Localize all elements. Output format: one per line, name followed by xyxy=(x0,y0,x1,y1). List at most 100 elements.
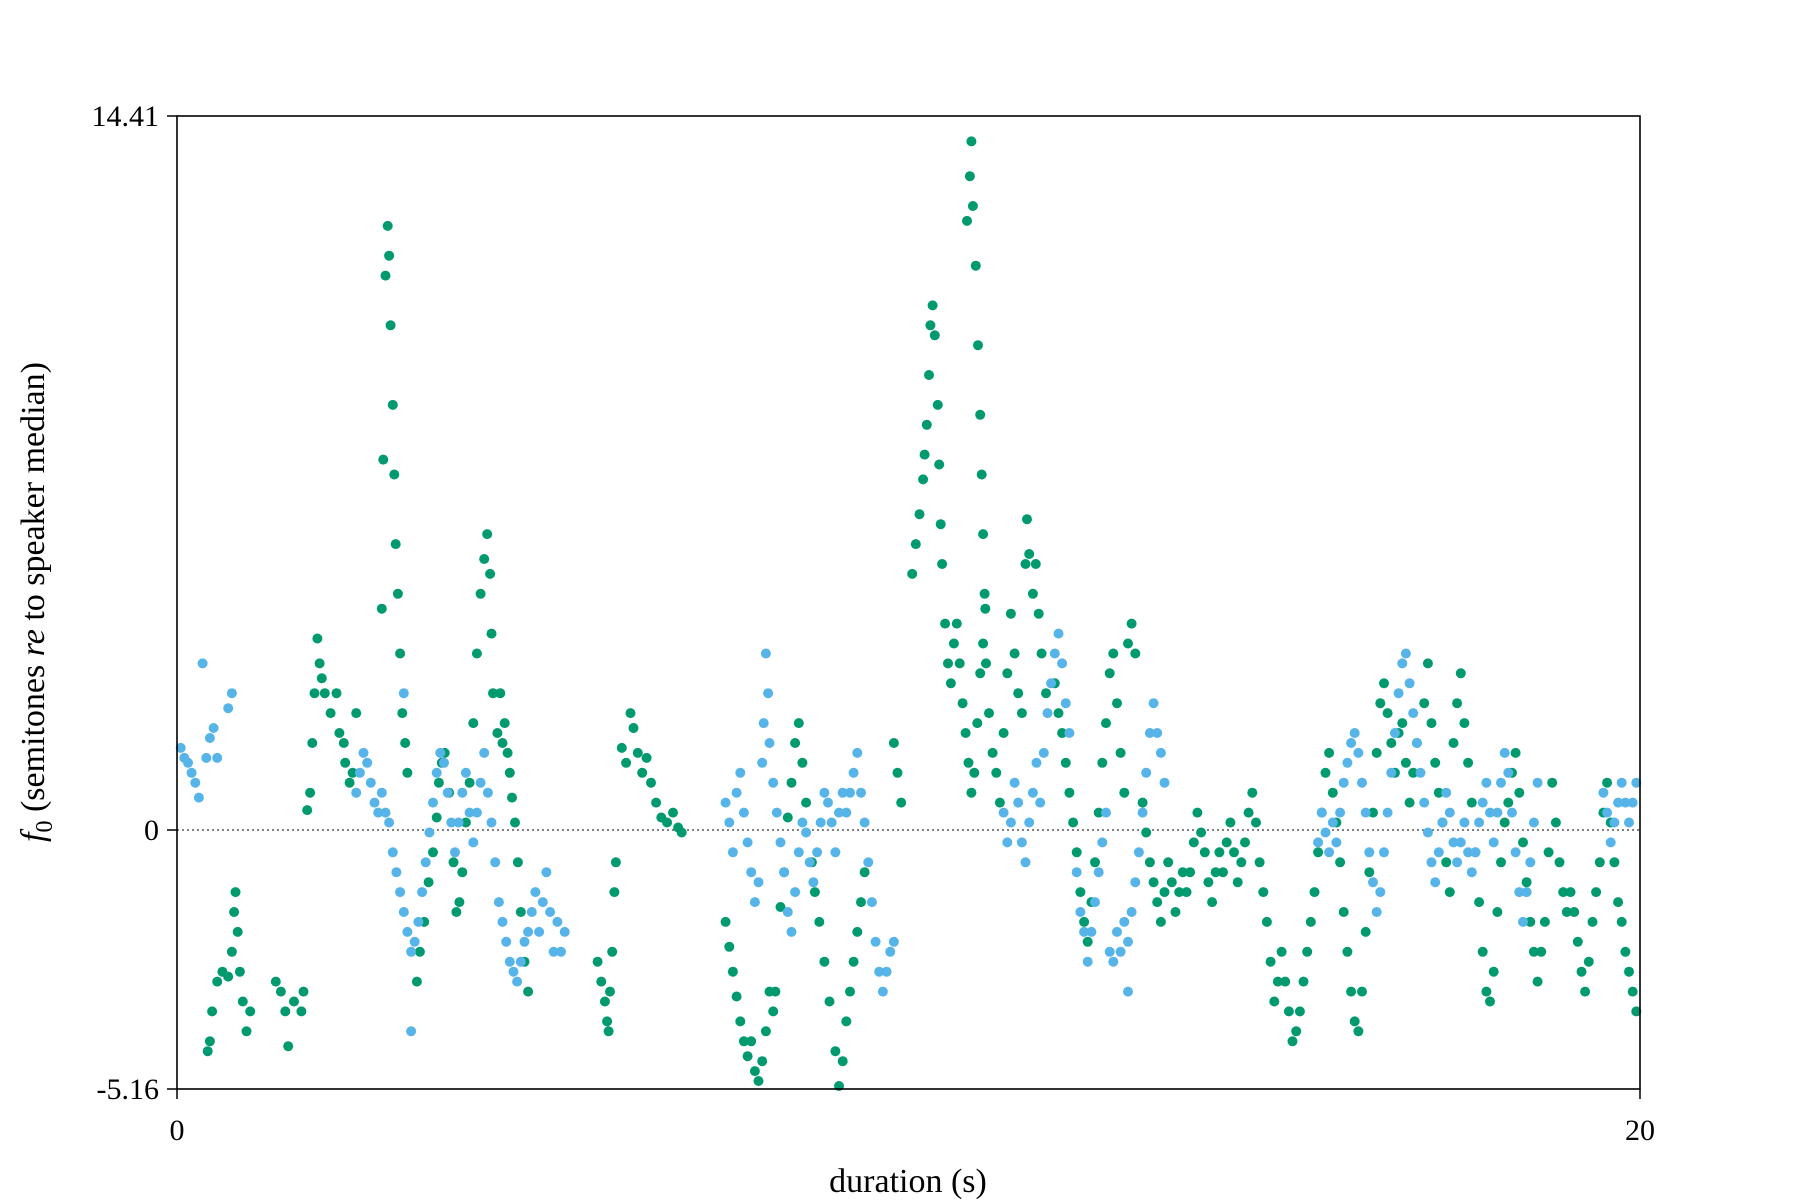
data-point xyxy=(775,902,786,912)
data-point xyxy=(801,827,812,838)
x-axis-title: duration (s) xyxy=(829,1163,987,1200)
data-point xyxy=(1185,867,1196,878)
data-point xyxy=(1444,807,1455,818)
data-point xyxy=(1144,728,1155,738)
data-point xyxy=(978,529,989,540)
data-point xyxy=(1532,777,1543,788)
data-point xyxy=(1265,956,1276,967)
data-point xyxy=(963,757,974,768)
data-point xyxy=(859,867,870,878)
data-point xyxy=(1283,1006,1294,1017)
data-point xyxy=(1327,787,1338,798)
y-axis-title: f0 (semitones re to speaker median) xyxy=(15,362,58,842)
data-point xyxy=(325,708,336,719)
data-point xyxy=(984,708,994,719)
data-point xyxy=(1569,907,1580,917)
data-point xyxy=(957,698,968,709)
data-point xyxy=(1335,807,1346,818)
data-point xyxy=(548,946,559,957)
data-point xyxy=(457,787,468,798)
data-point xyxy=(841,1016,852,1027)
data-point xyxy=(1499,747,1510,758)
data-point xyxy=(1393,688,1404,699)
data-point xyxy=(1357,777,1367,788)
data-point xyxy=(790,887,801,898)
data-point xyxy=(966,787,977,798)
data-point xyxy=(1338,907,1349,917)
data-point xyxy=(1404,797,1415,808)
data-point xyxy=(428,797,438,808)
data-point xyxy=(439,757,449,768)
data-point xyxy=(753,877,764,888)
data-point xyxy=(1613,897,1624,908)
data-point xyxy=(1144,857,1155,868)
y-axis-title-subscript: 0 xyxy=(32,821,58,833)
data-point xyxy=(479,747,490,758)
data-point xyxy=(442,787,453,798)
data-point xyxy=(1064,728,1075,738)
y-axis-title-emph: re xyxy=(15,629,52,656)
data-point xyxy=(1602,807,1613,818)
data-point xyxy=(738,807,749,818)
data-point xyxy=(856,897,866,908)
data-point xyxy=(1514,887,1525,898)
data-point xyxy=(775,837,786,848)
data-point xyxy=(1408,708,1419,719)
data-point xyxy=(1360,926,1371,937)
data-point xyxy=(1159,777,1170,788)
data-point xyxy=(1013,797,1024,808)
data-point xyxy=(771,807,782,818)
data-point xyxy=(970,260,981,271)
data-point xyxy=(1090,857,1100,868)
data-point xyxy=(1272,976,1283,987)
data-point xyxy=(1430,757,1441,768)
data-point xyxy=(1437,817,1448,828)
data-point xyxy=(435,747,446,758)
data-point xyxy=(786,777,797,788)
data-point xyxy=(1386,767,1397,778)
data-point xyxy=(482,787,493,798)
data-point xyxy=(1441,857,1452,868)
data-point xyxy=(523,926,534,937)
data-point xyxy=(1002,668,1013,679)
data-point xyxy=(1033,608,1044,619)
data-point xyxy=(384,817,395,828)
data-point xyxy=(208,723,219,733)
data-point xyxy=(1057,658,1068,669)
data-point xyxy=(344,777,355,788)
data-point xyxy=(1155,916,1166,927)
data-point xyxy=(237,996,248,1007)
data-point xyxy=(1543,847,1554,858)
data-point xyxy=(1455,668,1466,679)
data-point xyxy=(1375,698,1386,709)
data-point xyxy=(720,916,731,927)
data-point xyxy=(245,1006,256,1017)
data-point xyxy=(1397,718,1408,729)
data-point xyxy=(448,857,459,868)
data-point xyxy=(1236,857,1247,868)
y-tick-label-top: 14.41 xyxy=(92,100,160,133)
data-point xyxy=(201,752,212,763)
data-point xyxy=(270,976,281,987)
data-point xyxy=(358,747,369,758)
data-point xyxy=(376,787,387,798)
data-point xyxy=(848,767,859,778)
data-point xyxy=(991,767,1002,778)
y-tick-label-zero: 0 xyxy=(144,814,159,847)
data-point xyxy=(764,738,775,748)
data-point xyxy=(907,568,918,579)
data-point xyxy=(1609,817,1620,828)
data-point xyxy=(424,827,435,838)
data-point xyxy=(1583,956,1594,967)
data-point xyxy=(801,797,812,808)
data-point xyxy=(1097,837,1108,848)
data-point xyxy=(859,817,870,828)
data-point xyxy=(998,728,1009,738)
data-point xyxy=(460,767,471,778)
data-point xyxy=(746,1036,757,1047)
data-point xyxy=(1525,916,1536,927)
data-point xyxy=(1422,658,1433,669)
data-point xyxy=(212,752,223,763)
data-point xyxy=(1192,807,1203,818)
data-point xyxy=(607,946,618,957)
